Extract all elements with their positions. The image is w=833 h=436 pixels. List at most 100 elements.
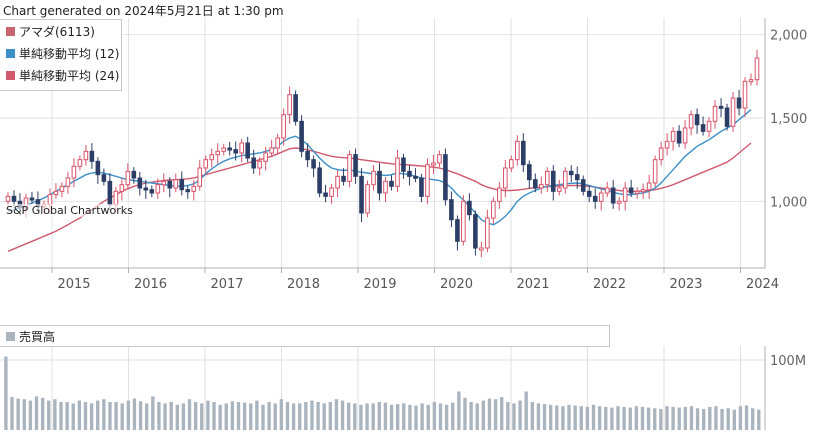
candle-down <box>568 170 574 176</box>
candle-up <box>604 187 610 194</box>
volume-bar <box>273 403 277 430</box>
volume-bar <box>71 403 75 430</box>
x-tick-label: 2021 <box>516 277 549 292</box>
x-tick-label: 2015 <box>57 277 90 292</box>
candle-down <box>227 147 233 151</box>
candle-up <box>263 152 268 162</box>
volume-bar <box>371 403 375 430</box>
candle-down <box>521 140 526 166</box>
volume-bar <box>506 402 510 430</box>
volume-bar <box>40 397 45 430</box>
candle-up <box>365 184 370 214</box>
candle-down <box>718 105 724 109</box>
candle-up <box>730 97 736 127</box>
candle-down <box>107 180 113 206</box>
candle-down <box>317 167 322 194</box>
candle-up <box>269 147 274 154</box>
volume-bar <box>420 403 424 430</box>
volume-bar <box>383 402 388 430</box>
volume-bar <box>671 406 675 430</box>
candle-down <box>293 94 298 122</box>
volume-bar <box>267 402 271 430</box>
candle-down <box>353 154 358 177</box>
candle-down <box>532 179 538 189</box>
candle-down <box>724 107 730 127</box>
volume-bar <box>702 409 706 430</box>
candle-up <box>59 185 65 192</box>
volume-bar <box>242 402 247 430</box>
candle-down <box>137 177 143 189</box>
volume-bar <box>512 403 516 430</box>
volume-bar <box>591 404 596 430</box>
candle-down <box>419 177 424 197</box>
volume-bar <box>530 402 534 430</box>
chartworks-watermark: S&P Global Chartworks <box>6 204 133 217</box>
volume-legend: 売買高 <box>0 325 610 347</box>
volume-bar <box>463 397 467 430</box>
candle-down <box>443 154 448 201</box>
volume-bar <box>59 402 63 430</box>
candle-down <box>700 124 706 132</box>
candle-down <box>131 170 137 179</box>
candle-down <box>377 170 382 194</box>
volume-bar <box>120 403 124 430</box>
x-tick-label: 2018 <box>287 277 320 292</box>
x-tick-label: 2017 <box>210 277 243 292</box>
candle-up <box>329 187 334 197</box>
volume-bar <box>65 402 69 430</box>
candle-up <box>83 150 89 161</box>
candle-up <box>598 192 604 202</box>
volume-bar <box>561 406 565 430</box>
candle-down <box>473 214 478 249</box>
volume-bar <box>279 399 284 430</box>
candle-up <box>155 184 161 194</box>
legend-price-label: アマダ(6113) <box>19 24 95 39</box>
candle-up <box>622 187 628 202</box>
candle-up <box>395 157 400 187</box>
candle-up <box>538 184 544 189</box>
candle-up <box>119 184 125 192</box>
volume-bar <box>132 398 137 430</box>
candle-up <box>670 130 676 142</box>
volume-bar <box>22 399 26 430</box>
volume-bar <box>261 404 265 430</box>
volume-bar <box>353 403 357 430</box>
candle-up <box>556 187 562 192</box>
volume-bar <box>328 402 333 430</box>
candle-down <box>359 175 364 214</box>
volume-bar <box>714 406 718 430</box>
price-y-tick-label: 2,000 <box>770 29 807 44</box>
price-swatch <box>6 26 15 36</box>
candle-down <box>527 164 532 181</box>
candle-up <box>562 170 568 189</box>
volume-legend-label: 売買高 <box>19 329 56 344</box>
candle-down <box>323 192 328 197</box>
candle-down <box>550 170 556 192</box>
candle-down <box>299 120 304 152</box>
candle-up <box>221 147 227 152</box>
candle-up <box>275 137 280 149</box>
volume-bar <box>542 404 547 430</box>
volume-bar <box>518 400 522 430</box>
volume-bar <box>726 408 730 430</box>
chart-caption: Chart generated on 2024年5月21日 at 1:30 pm <box>3 4 284 18</box>
x-tick-label: 2016 <box>134 277 167 292</box>
volume-bar <box>157 402 161 430</box>
volume-bar <box>665 406 669 430</box>
volume-bar <box>304 402 308 430</box>
candle-down <box>580 179 586 192</box>
candle-up <box>65 177 71 187</box>
volume-bar <box>389 404 394 430</box>
volume-bar <box>487 398 492 430</box>
candle-up <box>461 200 466 242</box>
price-y-tick-label: 1,000 <box>770 195 807 210</box>
volume-bar <box>181 403 186 430</box>
legend-item-sma12: 単純移動平均 (12) <box>0 42 121 64</box>
legend-sma24-label: 単純移動平均 (24) <box>19 68 120 83</box>
volume-bar <box>573 405 577 430</box>
candle-down <box>449 199 454 221</box>
candle-up <box>281 114 286 139</box>
volume-bar <box>622 406 626 430</box>
legend-sma12-label: 単純移動平均 (12) <box>19 46 120 61</box>
